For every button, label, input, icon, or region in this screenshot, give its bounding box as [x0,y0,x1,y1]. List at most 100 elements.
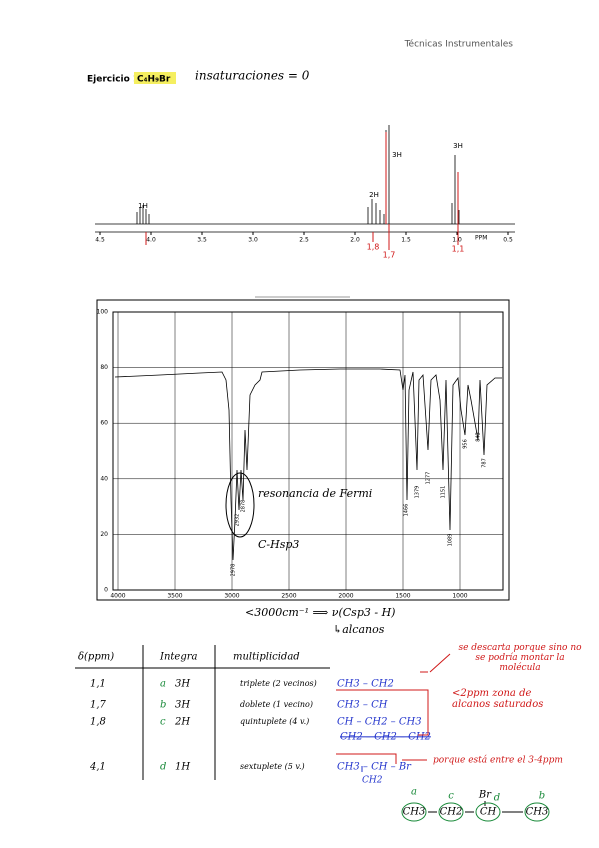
x-tick-label: 1500 [395,593,410,600]
tick-label: 2.5 [299,237,309,244]
letter: a [411,787,417,798]
cell: d [160,762,166,773]
branch: CH2 [362,776,383,786]
peak-label: 3H [392,151,402,159]
cell: quintuplete (4 v.) [240,717,309,726]
peak-label: 1379 [415,486,421,499]
ir-curve [114,368,502,561]
chain-group: CH2 [440,807,463,818]
cell: 4,1 [89,762,106,773]
note: <2ppm zona de alcanos saturados [452,688,544,710]
letter: d [494,793,500,804]
y-tick-label: 40 [100,475,108,482]
ir-frame [96,299,510,601]
formula: C₄H₉Br [137,75,171,85]
y-tick-label: 20 [100,531,108,538]
header-title: Técnicas Instrumentales [404,39,514,50]
cell: 3H [175,700,190,711]
tick-label: 2.0 [350,237,360,244]
peak-label: 1089 [448,534,454,547]
circle [438,802,464,822]
nmr-spectrum [95,125,515,233]
nmr-markers [145,132,459,250]
conclusion: <3000cm⁻¹ ⟹ ν(Csp3 - H) [245,606,395,619]
cell: CH3 – CH [337,700,388,711]
discarded-fragment: CH2 – CH2 – CH2 [340,732,431,743]
peak-label: 1H [138,202,148,210]
cell: doblete (1 vecino) [240,700,313,709]
chain-group: CH3 [403,807,426,818]
cell: CH3 – CH2 [337,679,394,690]
peak-label: 843 [476,432,482,442]
cell: triplete (2 vecinos) [240,679,317,688]
peak-label: 1277 [426,472,432,485]
tick-label: 3.5 [197,237,207,244]
x-tick-label: 2500 [281,593,296,600]
letter: b [539,791,545,802]
ir-plot [112,311,504,591]
cell: sextuplete (5 v.) [240,762,305,771]
peak-label: 1466 [404,504,410,517]
annotation: 1,7 [383,251,396,260]
cell: c [160,717,166,728]
x-tick-label: 3500 [167,593,182,600]
nmr-labels: 1H 2H 3H 3H 4.5 4.0 3.5 3.0 2.5 2.0 1.5 1.0 0.5 … [95,142,513,260]
circle [524,802,550,822]
peak-label: 3H [453,142,463,150]
y-tick-label: 80 [100,364,108,371]
table: δ(ppm) Integra multiplicidad 1,1 a 3H tripl… [75,645,431,786]
tick-label: 1.0 [452,237,462,244]
header-cell: Integra [159,652,198,663]
notes: se descarta porque sino no se podría mon… [402,643,582,766]
peak-label: 1151 [441,486,447,499]
unsaturation-note: insaturaciones = 0 [195,69,310,83]
peak-label: 2H [369,191,379,199]
fermi-circle [225,472,255,538]
cell: 1,7 [90,700,107,711]
tick-label: 1.5 [401,237,411,244]
cell: CH – CH2 – CH3 [337,717,422,728]
x-tick-label: 3000 [224,593,239,600]
peak-label: 2932 [235,514,241,527]
cell: 1H [175,762,190,773]
letter: c [448,791,454,802]
tick-label: 0.5 [503,237,513,244]
exercise-label: Ejercicio 1. [87,75,143,85]
circle [401,802,427,822]
x-tick-label: 2000 [338,593,353,600]
y-tick-label: 60 [100,420,108,427]
cell: b [160,700,166,711]
axis-unit: PPM [475,235,487,242]
header-cell: δ(ppm) [78,652,114,663]
y-tick-label: 0 [104,587,108,594]
cell: CH3 – CH – Br [337,762,412,773]
peak-label: 2978 [231,564,237,577]
substituent: Br [478,790,492,801]
cell: 2H [174,717,190,728]
family: ↳alcanos [333,623,385,636]
annotation: 1,8 [367,243,380,252]
structure: Br CH3 CH2 CH CH3 a c d b [401,787,550,822]
cell: 3H [175,679,190,690]
tick-label: 4.5 [95,237,105,244]
note: se descarta porque sino no se podría mon… [458,643,582,673]
x-tick-label: 1000 [452,593,467,600]
tick-label: 3.0 [248,237,258,244]
note: porque está entre el 3-4ppm [433,755,563,766]
circle [475,802,501,822]
ch-note: C-Hsp3 [258,538,299,551]
y-tick-label: 100 [97,309,109,316]
fermi-note: resonancia de Fermi [258,487,372,500]
chain-group: CH [480,807,497,818]
peak-label: 2878 [241,500,247,513]
peak-label: 956 [463,439,469,449]
header-cell: multiplicidad [233,652,300,663]
x-tick-label: 4000 [110,593,125,600]
highlight [134,72,176,84]
cell: 1,1 [90,679,106,690]
annotation: 1,1 [452,245,465,254]
cell: a [160,679,166,690]
tick-label: 4.0 [146,237,156,244]
peak-label: 787 [482,458,488,468]
